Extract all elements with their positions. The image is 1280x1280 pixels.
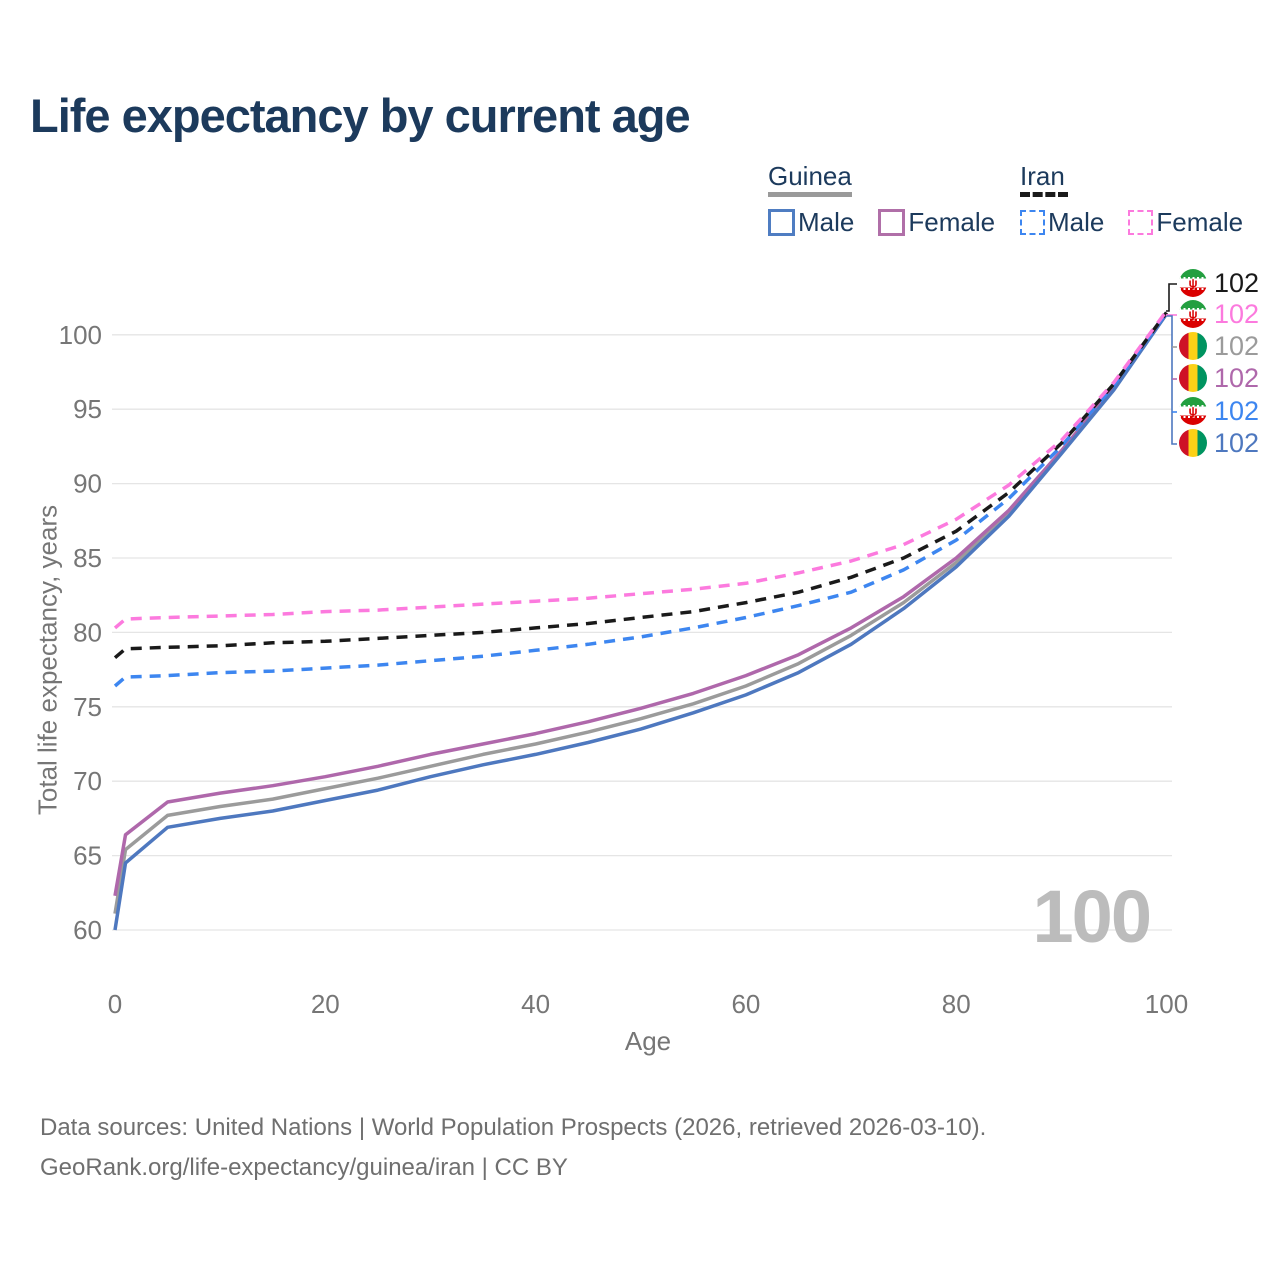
x-tick-label-60: 60: [731, 989, 760, 1019]
series-line-iran-both-sexes: [113, 311, 1168, 660]
iran-dashed-line-sample: [1020, 192, 1068, 197]
series-line-guinea-both-sexes: [113, 312, 1168, 914]
x-tick-label-0: 0: [108, 989, 122, 1019]
series-line-iran-female: [113, 309, 1168, 630]
end-label-value: 102: [1214, 363, 1260, 393]
y-tick-label-85: 85: [73, 543, 102, 573]
legend-group-iran: Iran Male Female: [1020, 162, 1243, 238]
guinea-female-swatch-icon: [878, 209, 906, 236]
series-line-guinea-female: [113, 311, 1168, 897]
connector-guinea-male: [1167, 315, 1177, 445]
page-title: Life expectancy by current age: [30, 89, 691, 142]
legend-label-guinea-female: Female: [908, 207, 996, 237]
iran-female-swatch-icon: [1128, 210, 1154, 235]
legend-label-guinea-male: Male: [798, 207, 855, 237]
legend-item-iran-male[interactable]: Male: [1020, 207, 1104, 238]
iran-male-swatch-icon: [1020, 210, 1045, 235]
y-tick-label-95: 95: [73, 394, 102, 424]
guinea-solid-line-sample: [768, 192, 852, 197]
series-line-guinea-male: [113, 313, 1168, 931]
legend-country-iran: Iran: [1020, 161, 1065, 191]
x-tick-label-40: 40: [521, 989, 550, 1019]
connector-iran-total: [1166, 283, 1177, 312]
end-label-value: 102: [1214, 396, 1260, 426]
y-tick-label-80: 80: [73, 617, 102, 647]
end-label-row: 102: [1179, 429, 1259, 457]
end-label-row: 102: [1179, 364, 1259, 392]
end-label-row: ψ 102: [1179, 300, 1259, 328]
y-tick-label-75: 75: [73, 692, 102, 722]
legend-group-guinea: Guinea Male Female: [768, 162, 995, 238]
y-tick-label-70: 70: [73, 766, 102, 796]
guinea-flag-icon: [1179, 429, 1207, 457]
legend-item-iran-female[interactable]: Female: [1128, 207, 1243, 238]
end-label-value: 102: [1214, 331, 1260, 361]
footer: Data sources: United Nations | World Pop…: [40, 1108, 986, 1188]
x-tick-label-80: 80: [942, 989, 971, 1019]
end-label-value: 102: [1214, 428, 1260, 458]
legend-item-guinea-male[interactable]: Male: [768, 207, 854, 238]
iran-flag-icon: ψ: [1179, 397, 1207, 425]
y-tick-label-65: 65: [73, 841, 102, 871]
y-tick-label-90: 90: [73, 469, 102, 499]
end-label-row: 102: [1179, 332, 1259, 360]
y-axis-title: Total life expectancy, years: [32, 504, 63, 816]
legend-country-guinea: Guinea: [768, 161, 852, 191]
iran-flag-icon: ψ: [1179, 269, 1207, 297]
age-counter-watermark: 100: [1032, 875, 1152, 958]
legend-item-guinea-female[interactable]: Female: [878, 207, 995, 238]
x-axis-title: Age: [624, 1026, 672, 1056]
footer-data-sources: Data sources: United Nations | World Pop…: [40, 1114, 987, 1141]
end-label-value: 102: [1214, 299, 1260, 329]
end-label-row: ψ 102: [1179, 269, 1259, 297]
x-tick-label-20: 20: [311, 989, 340, 1019]
legend-label-iran-male: Male: [1048, 207, 1105, 237]
x-tick-label-100: 100: [1145, 989, 1188, 1019]
end-label-value: 102: [1214, 268, 1260, 298]
iran-flag-icon: ψ: [1179, 300, 1207, 328]
legend-label-iran-female: Female: [1156, 207, 1244, 237]
footer-attribution: GeoRank.org/life-expectancy/guinea/iran …: [40, 1154, 568, 1181]
guinea-flag-icon: [1179, 364, 1207, 392]
y-tick-label-60: 60: [73, 915, 102, 945]
guinea-flag-icon: [1179, 332, 1207, 360]
y-tick-label-100: 100: [59, 320, 102, 350]
series-line-iran-male: [113, 311, 1168, 688]
guinea-male-swatch-icon: [768, 209, 795, 236]
end-label-row: ψ 102: [1179, 397, 1259, 425]
